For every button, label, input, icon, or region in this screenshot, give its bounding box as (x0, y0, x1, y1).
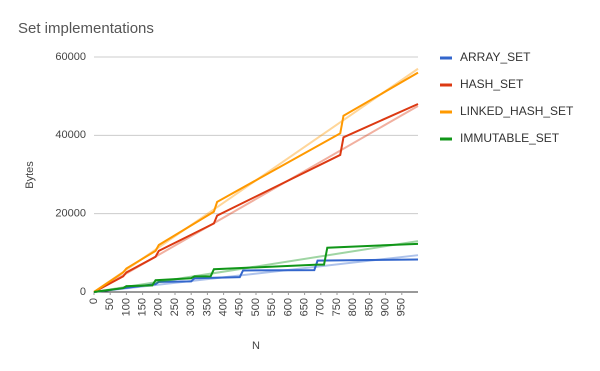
x-axis-title: N (252, 340, 260, 352)
x-tick-label: 700 (315, 298, 327, 316)
x-tick-label: 350 (201, 298, 213, 316)
x-tick-label: 650 (299, 298, 311, 316)
x-tick-label: 550 (266, 298, 278, 316)
legend-label: LINKED_HASH_SET (460, 104, 574, 118)
x-tick-label: 150 (137, 298, 149, 316)
y-tick-label: 60000 (55, 51, 86, 63)
x-tick-label: 500 (250, 298, 262, 316)
x-tick-label: 250 (169, 298, 181, 316)
legend-label: ARRAY_SET (460, 50, 531, 64)
series-line (93, 242, 419, 293)
x-tick-label: 800 (347, 298, 359, 316)
x-tick-label: 200 (153, 298, 165, 316)
x-tick-label: 750 (331, 298, 343, 316)
x-tick-label: 600 (282, 298, 294, 316)
x-tick-label: 50 (104, 298, 116, 310)
series-line (93, 71, 419, 293)
x-tick-label: 850 (363, 298, 375, 316)
x-tick-label: 300 (185, 298, 197, 316)
x-tick-label: 400 (218, 298, 230, 316)
y-tick-label: 0 (80, 286, 86, 298)
y-tick-label: 40000 (55, 129, 86, 141)
x-tick-label: 900 (380, 298, 392, 316)
x-tick-label: 950 (396, 298, 408, 316)
x-tick-label: 100 (120, 298, 132, 316)
x-tick-label: 0 (88, 298, 100, 304)
x-tick-label: 450 (234, 298, 246, 316)
y-axis-title: Bytes (24, 161, 36, 189)
legend-label: HASH_SET (460, 77, 524, 91)
y-tick-label: 20000 (55, 208, 86, 220)
series-line (93, 103, 419, 293)
legend-label: IMMUTABLE_SET (460, 131, 560, 145)
chart-title: Set implementations (18, 20, 154, 37)
